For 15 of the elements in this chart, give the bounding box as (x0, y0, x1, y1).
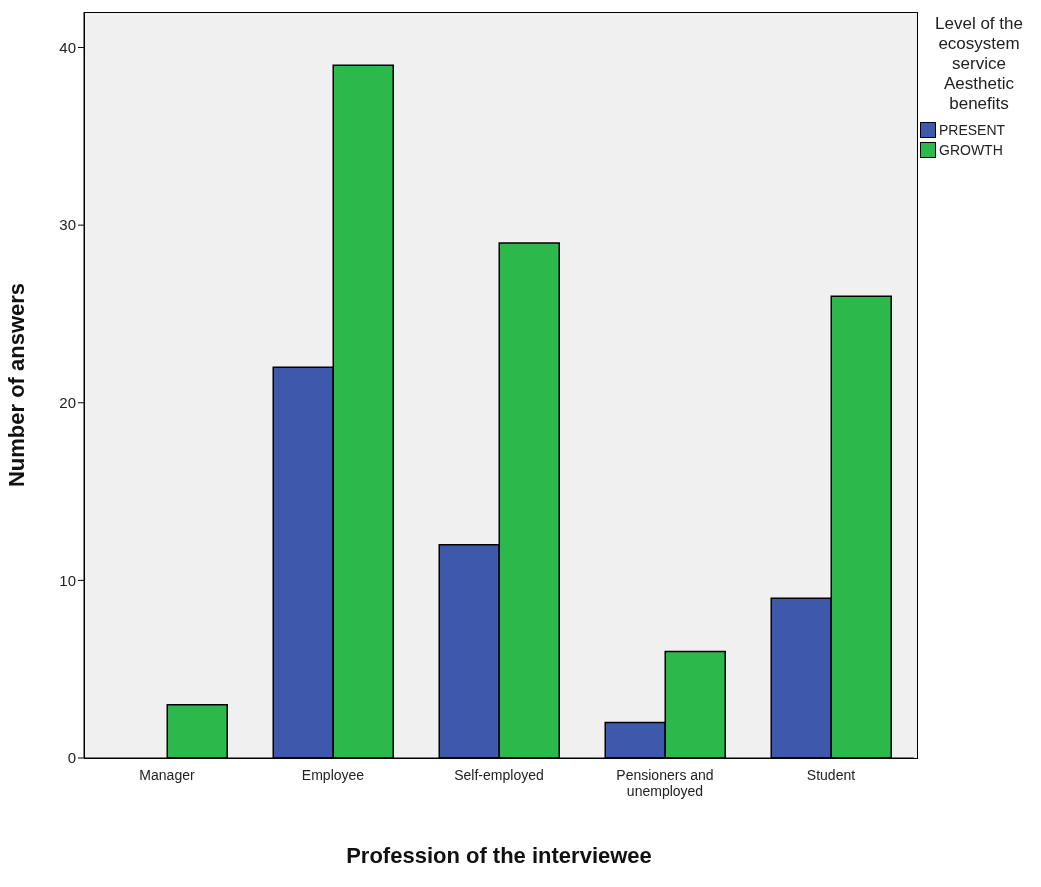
x-tick-label: Pensioners and unemployed (616, 767, 714, 799)
legend-label: PRESENT (938, 121, 1007, 140)
y-tick-label: 0 (67, 749, 76, 767)
x-tick-label: Manager (139, 767, 195, 783)
y-axis-title: Number of answers (3, 282, 29, 488)
y-tick-label: 10 (59, 571, 76, 589)
x-tick-label: Student (806, 767, 856, 783)
y-tick-label: 20 (59, 394, 76, 412)
x-tick-label: Employee (301, 767, 365, 783)
x-tick-label: Self-employed (454, 767, 544, 783)
y-tick-label: 30 (59, 216, 76, 234)
x-axis-title: Profession of the interviewee (346, 843, 652, 868)
legend-label: GROWTH (938, 141, 1004, 160)
y-tick-label: 40 (59, 38, 76, 56)
legend-title: Level of the ecosystem service Aesthetic benefits (934, 14, 1024, 114)
